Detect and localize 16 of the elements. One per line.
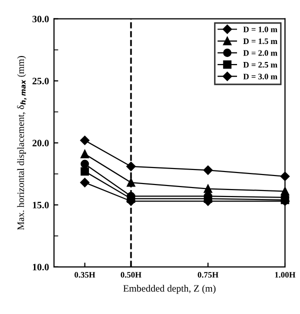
x-tick-label: 0.35H	[74, 272, 96, 278]
legend-label: D = 2.5 m	[243, 62, 278, 68]
x-tick-label: 0.50H	[120, 272, 142, 278]
x-axis-title: Embedded depth, Z (m)	[123, 284, 216, 294]
legend-label: D = 3.0 m	[243, 74, 278, 80]
y-tick-label: 25.0	[32, 78, 49, 84]
y-tick-label: 10.0	[32, 264, 49, 270]
y-axis-title: Max. horizontal displacement, δ$_{h,max}$ (mm)	[17, 56, 26, 230]
y-tick-label: 20.0	[32, 140, 49, 146]
legend-label: D = 1.0 m	[243, 26, 278, 32]
x-tick-label: 1.00H	[275, 272, 296, 278]
x-tick-label: 0.75H	[198, 272, 218, 278]
y-tick-label: 30.0	[32, 16, 49, 22]
legend-label: D = 2.0 m	[243, 50, 278, 56]
y-tick-label: 15.0	[32, 202, 49, 208]
legend-label: D = 1.5 m	[243, 38, 278, 44]
